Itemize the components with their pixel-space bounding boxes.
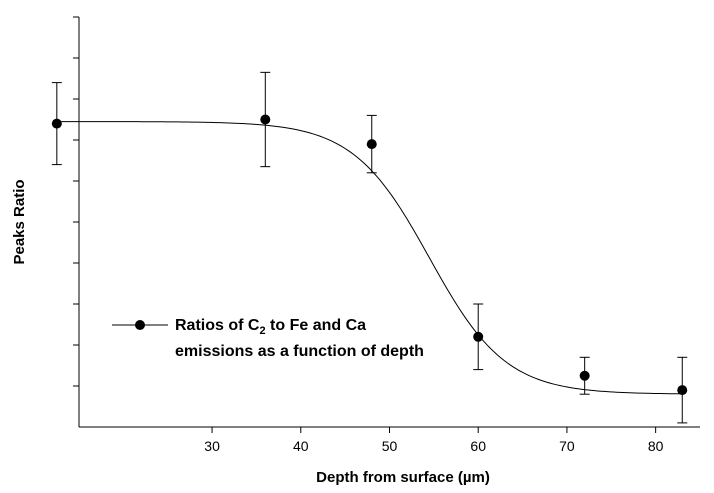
- legend-label-line1: Ratios of C2 to Fe and Ca: [175, 317, 366, 337]
- legend: Ratios of C2 to Fe and Ca emissions as a…: [112, 317, 424, 360]
- y-ticks: [73, 16, 79, 387]
- data-points: [51, 114, 688, 396]
- axes: [78, 17, 700, 428]
- legend-label-suffix: to Fe and Ca: [266, 317, 367, 334]
- x-tick-label: 70: [559, 438, 575, 454]
- data-point: [51, 118, 62, 129]
- data-point: [366, 139, 377, 150]
- x-ticks: 30 40 50 60 70 80: [204, 427, 664, 454]
- legend-label-line2: emissions as a function of depth: [175, 343, 424, 360]
- data-point: [579, 370, 590, 381]
- legend-label-prefix: Ratios of C: [175, 317, 260, 334]
- data-point: [473, 331, 484, 342]
- data-point: [677, 385, 688, 396]
- fit-curve: [56, 121, 683, 395]
- x-tick-label: 50: [382, 438, 398, 454]
- x-tick-label: 30: [204, 438, 220, 454]
- x-axis-label: Depth from surface (µm): [316, 469, 490, 486]
- x-tick-label: 60: [470, 438, 486, 454]
- legend-label-subscript: 2: [259, 325, 265, 337]
- x-tick-label: 80: [648, 438, 664, 454]
- data-point: [260, 114, 271, 125]
- legend-marker: [135, 320, 145, 330]
- y-axis-label: Peaks Ratio: [11, 179, 28, 264]
- x-tick-label: 40: [293, 438, 309, 454]
- error-bars: [51, 71, 688, 424]
